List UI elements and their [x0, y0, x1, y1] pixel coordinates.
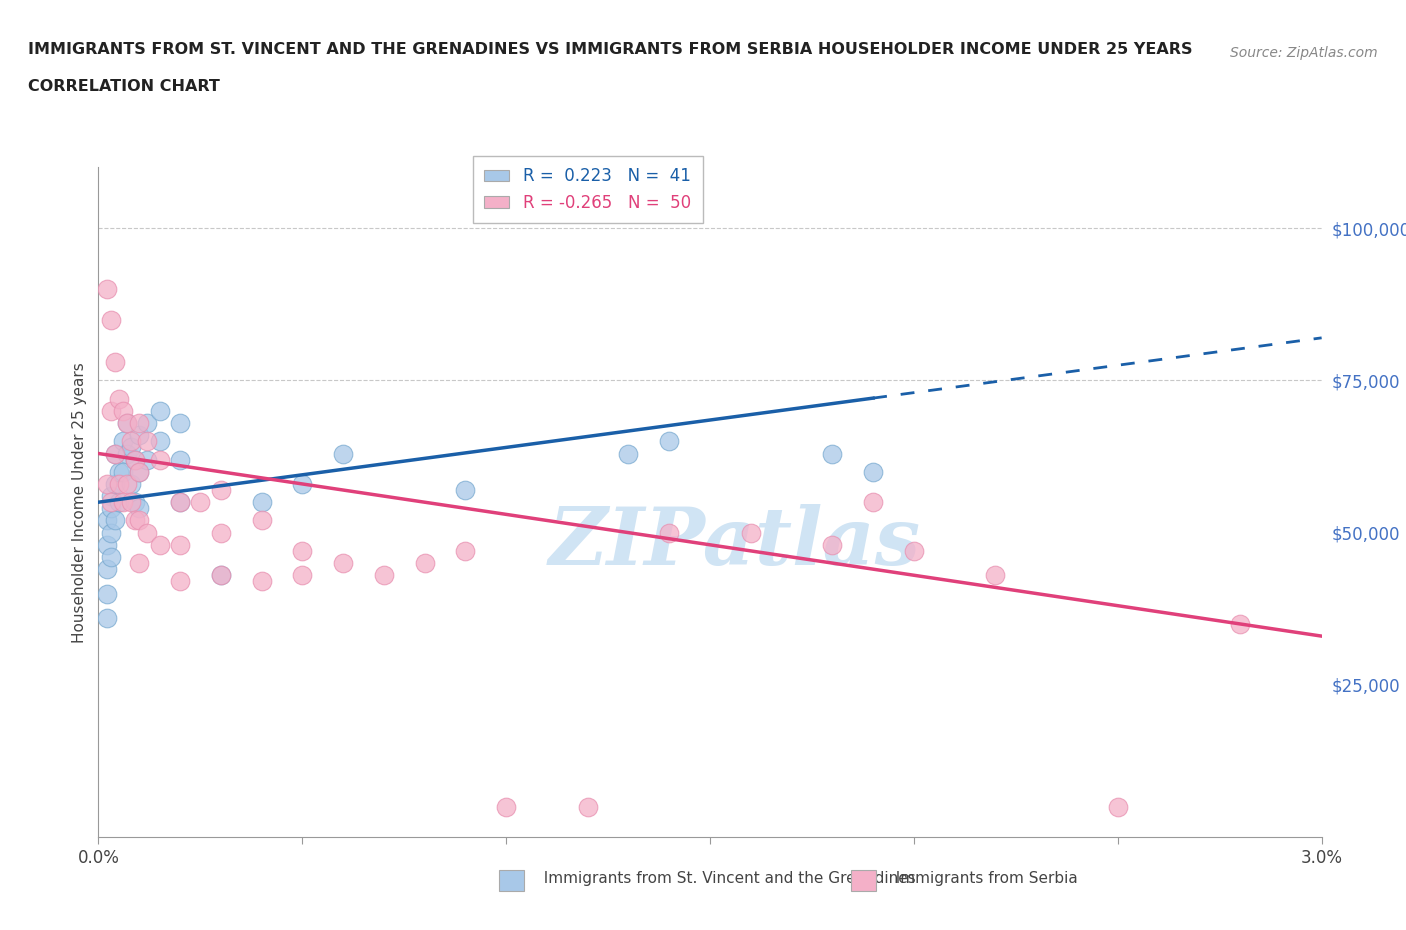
Text: Immigrants from Serbia: Immigrants from Serbia — [886, 871, 1077, 886]
Point — [136, 525, 159, 540]
Text: Source: ZipAtlas.com: Source: ZipAtlas.com — [1230, 46, 1378, 60]
Text: CORRELATION CHART: CORRELATION CHART — [28, 79, 219, 94]
Y-axis label: Householder Income Under 25 years: Householder Income Under 25 years — [72, 362, 87, 643]
Point — [128, 428, 150, 443]
Point — [111, 404, 134, 418]
Point — [96, 282, 118, 297]
Point — [108, 495, 131, 510]
Point — [209, 525, 232, 540]
Point — [100, 525, 122, 540]
Point — [984, 568, 1007, 583]
Point — [128, 416, 150, 431]
Point — [1229, 617, 1251, 631]
Point — [96, 610, 118, 625]
Point — [120, 476, 142, 491]
Point — [124, 452, 146, 467]
Legend: R =  0.223   N =  41, R = -0.265   N =  50: R = 0.223 N = 41, R = -0.265 N = 50 — [472, 155, 703, 223]
Point — [124, 452, 146, 467]
Point — [209, 568, 232, 583]
Point — [291, 568, 314, 583]
Point — [124, 513, 146, 528]
Point — [149, 538, 172, 552]
Point — [617, 446, 640, 461]
Point — [1107, 799, 1129, 814]
Point — [821, 538, 844, 552]
Point — [821, 446, 844, 461]
Point — [104, 513, 127, 528]
Point — [209, 483, 232, 498]
Point — [454, 483, 477, 498]
Point — [108, 476, 131, 491]
Text: IMMIGRANTS FROM ST. VINCENT AND THE GRENADINES VS IMMIGRANTS FROM SERBIA HOUSEHO: IMMIGRANTS FROM ST. VINCENT AND THE GREN… — [28, 42, 1192, 57]
Point — [100, 495, 122, 510]
Text: Immigrants from St. Vincent and the Grenadines: Immigrants from St. Vincent and the Gren… — [534, 871, 917, 886]
Point — [100, 550, 122, 565]
Point — [332, 446, 354, 461]
Point — [96, 476, 118, 491]
Point — [104, 446, 127, 461]
Point — [250, 574, 273, 589]
Point — [136, 434, 159, 449]
Point — [169, 495, 191, 510]
Point — [111, 464, 134, 479]
Point — [96, 513, 118, 528]
Point — [120, 434, 142, 449]
Point — [149, 434, 172, 449]
Point — [862, 495, 884, 510]
Point — [108, 464, 131, 479]
Point — [169, 416, 191, 431]
Point — [128, 501, 150, 516]
Point — [96, 586, 118, 601]
Point — [128, 464, 150, 479]
Point — [169, 495, 191, 510]
Point — [96, 562, 118, 577]
Point — [658, 434, 681, 449]
Point — [576, 799, 599, 814]
Point — [115, 476, 138, 491]
Point — [115, 416, 138, 431]
Point — [250, 513, 273, 528]
Point — [120, 440, 142, 455]
Point — [291, 476, 314, 491]
Point — [188, 495, 212, 510]
Point — [332, 555, 354, 570]
Point — [373, 568, 395, 583]
Point — [454, 543, 477, 558]
Point — [136, 452, 159, 467]
Point — [128, 513, 150, 528]
Point — [149, 404, 172, 418]
Point — [740, 525, 762, 540]
Point — [413, 555, 436, 570]
Point — [111, 434, 134, 449]
Point — [115, 416, 138, 431]
Point — [862, 464, 884, 479]
Point — [115, 446, 138, 461]
Point — [128, 555, 150, 570]
Text: ZIPatlas: ZIPatlas — [548, 504, 921, 581]
Point — [209, 568, 232, 583]
Point — [495, 799, 517, 814]
Point — [104, 476, 127, 491]
Point — [111, 495, 134, 510]
Point — [104, 446, 127, 461]
Point — [149, 452, 172, 467]
Point — [250, 495, 273, 510]
Point — [903, 543, 925, 558]
Point — [104, 354, 127, 369]
Point — [124, 495, 146, 510]
Point — [128, 464, 150, 479]
Point — [100, 312, 122, 327]
Point — [658, 525, 681, 540]
Point — [169, 452, 191, 467]
Point — [100, 488, 122, 503]
Point — [120, 495, 142, 510]
Point — [169, 538, 191, 552]
Point — [100, 501, 122, 516]
Point — [291, 543, 314, 558]
Point — [169, 574, 191, 589]
Point — [96, 538, 118, 552]
Point — [136, 416, 159, 431]
Point — [108, 392, 131, 406]
Point — [100, 404, 122, 418]
